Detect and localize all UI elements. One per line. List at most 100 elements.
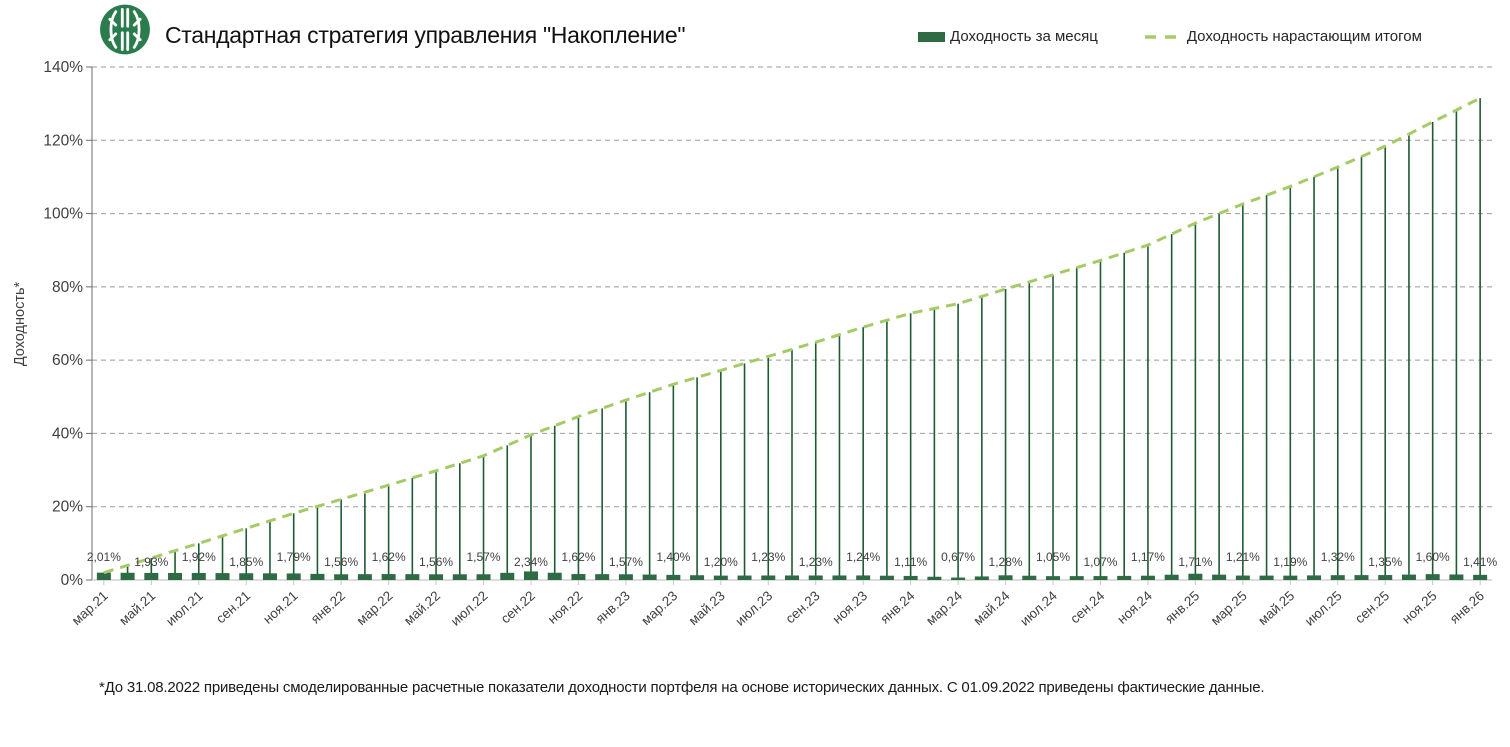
monthly-return-bar (334, 574, 349, 580)
x-tick-label: янв.22 (308, 588, 348, 626)
monthly-return-bar (1307, 575, 1322, 580)
x-tick-label: июл.23 (733, 588, 776, 629)
monthly-return-bar (1449, 574, 1464, 580)
bar-value-label: 2,01% (87, 550, 121, 564)
x-tick-label: сен.23 (783, 588, 823, 626)
y-tick-label: 60% (52, 352, 83, 369)
monthly-return-bar (1473, 574, 1488, 580)
bar-value-label: 1,20% (704, 555, 738, 569)
monthly-return-bar (1354, 575, 1369, 580)
monthly-return-bar (120, 572, 135, 580)
monthly-return-bar (144, 572, 159, 580)
monthly-return-bar (1425, 574, 1440, 580)
monthly-return-bar (1401, 574, 1416, 580)
legend-label-cumulative: Доходность нарастающим итогом (1186, 28, 1422, 45)
monthly-return-bar (879, 575, 894, 580)
monthly-return-bar (1022, 575, 1037, 580)
monthly-return-bar (523, 571, 538, 580)
y-tick-label: 20% (52, 499, 83, 516)
monthly-return-bar (1259, 575, 1274, 580)
monthly-return-bar (1235, 575, 1250, 580)
x-tick-label: сен.22 (498, 588, 538, 626)
monthly-return-bar (1164, 574, 1179, 580)
x-tick-label: июл.25 (1302, 588, 1345, 629)
x-tick-label: ноя.22 (545, 588, 586, 627)
x-tick-label: ноя.23 (830, 588, 871, 627)
monthly-return-bar (239, 573, 254, 580)
x-tick-label: мар.25 (1208, 588, 1250, 628)
monthly-return-bar (1378, 575, 1393, 580)
x-tick-label: мар.23 (638, 588, 680, 628)
x-tick-label: ноя.24 (1114, 588, 1155, 627)
bar-value-label: 1,85% (229, 555, 263, 569)
bar-value-label: 1,23% (799, 555, 833, 569)
bar-value-label: 1,41% (1463, 555, 1497, 569)
monthly-return-bar (998, 575, 1013, 580)
y-tick-label: 140% (43, 59, 83, 76)
y-tick-label: 0% (61, 572, 84, 589)
y-tick-label: 80% (52, 279, 83, 296)
monthly-return-bar (452, 574, 467, 580)
bar-value-label: 1,79% (277, 550, 311, 564)
monthly-return-bar (357, 574, 372, 580)
x-tick-label: янв.25 (1162, 588, 1202, 626)
x-tick-label: сен.24 (1067, 588, 1107, 627)
bar-value-label: 1,19% (1273, 555, 1307, 569)
monthly-return-bar (381, 574, 396, 580)
dashed-line-swatch-icon (1144, 34, 1181, 39)
monthly-return-bar (310, 573, 325, 580)
monthly-return-bar (191, 572, 206, 580)
monthly-return-bar (690, 575, 705, 580)
bar-value-label: 1,40% (656, 550, 690, 564)
monthly-return-bar (215, 573, 230, 580)
legend-item-monthly: Доходность за месяц (918, 28, 1098, 45)
bar-value-label: 1,93% (134, 555, 168, 569)
bar-value-label: 1,62% (372, 550, 406, 564)
x-tick-label: мар.21 (69, 588, 111, 628)
monthly-return-bar (1069, 576, 1084, 580)
monthly-return-bar (1188, 573, 1203, 580)
monthly-return-bar (1117, 575, 1132, 580)
x-tick-label: янв.24 (877, 588, 918, 627)
x-tick-label: май.25 (1255, 588, 1297, 628)
chart-legend: Доходность за месяц Доходность нарастающ… (918, 28, 1422, 45)
bar-value-label: 1,28% (989, 555, 1023, 569)
monthly-return-bar (1140, 575, 1155, 580)
bar-value-label: 1,32% (1321, 550, 1355, 564)
bar-value-label: 0,67% (941, 550, 975, 564)
bar-value-label: 1,71% (1178, 555, 1212, 569)
monthly-return-bar (286, 573, 301, 580)
monthly-return-bar (429, 574, 444, 580)
footnote: *До 31.08.2022 приведены смоделированные… (99, 679, 1265, 696)
bar-value-label: 1,17% (1131, 550, 1165, 564)
legend-item-cumulative: Доходность нарастающим итогом (1144, 28, 1422, 45)
bar-value-label: 1,57% (467, 550, 501, 564)
x-tick-label: май.23 (686, 588, 728, 628)
bank-logo-icon (100, 4, 150, 55)
monthly-return-bar (1330, 575, 1345, 580)
monthly-return-bar (808, 575, 823, 580)
bar-value-label: 1,56% (419, 555, 453, 569)
monthly-return-bar (547, 572, 562, 580)
x-tick-label: мар.24 (923, 588, 965, 628)
page-title: Стандартная стратегия управления "Накопл… (165, 22, 686, 48)
monthly-return-bar (927, 576, 942, 580)
bar-value-label: 1,57% (609, 555, 643, 569)
x-tick-label: янв.26 (1447, 588, 1487, 626)
monthly-return-bar (666, 574, 681, 580)
bar-swatch-icon (918, 31, 945, 42)
x-tick-label: май.22 (401, 588, 443, 628)
monthly-return-bar (737, 575, 752, 580)
x-tick-label: янв.23 (593, 588, 633, 626)
bar-value-label: 1,24% (846, 550, 880, 564)
monthly-return-bar (642, 574, 657, 580)
monthly-return-bar (761, 575, 776, 580)
monthly-return-bar (476, 574, 491, 580)
bar-value-label: 1,92% (182, 550, 216, 564)
legend-label-monthly: Доходность за месяц (950, 28, 1098, 45)
bar-value-label: 1,56% (324, 555, 358, 569)
x-tick-label: ноя.25 (1399, 588, 1440, 627)
x-tick-label: май.24 (970, 588, 1012, 628)
